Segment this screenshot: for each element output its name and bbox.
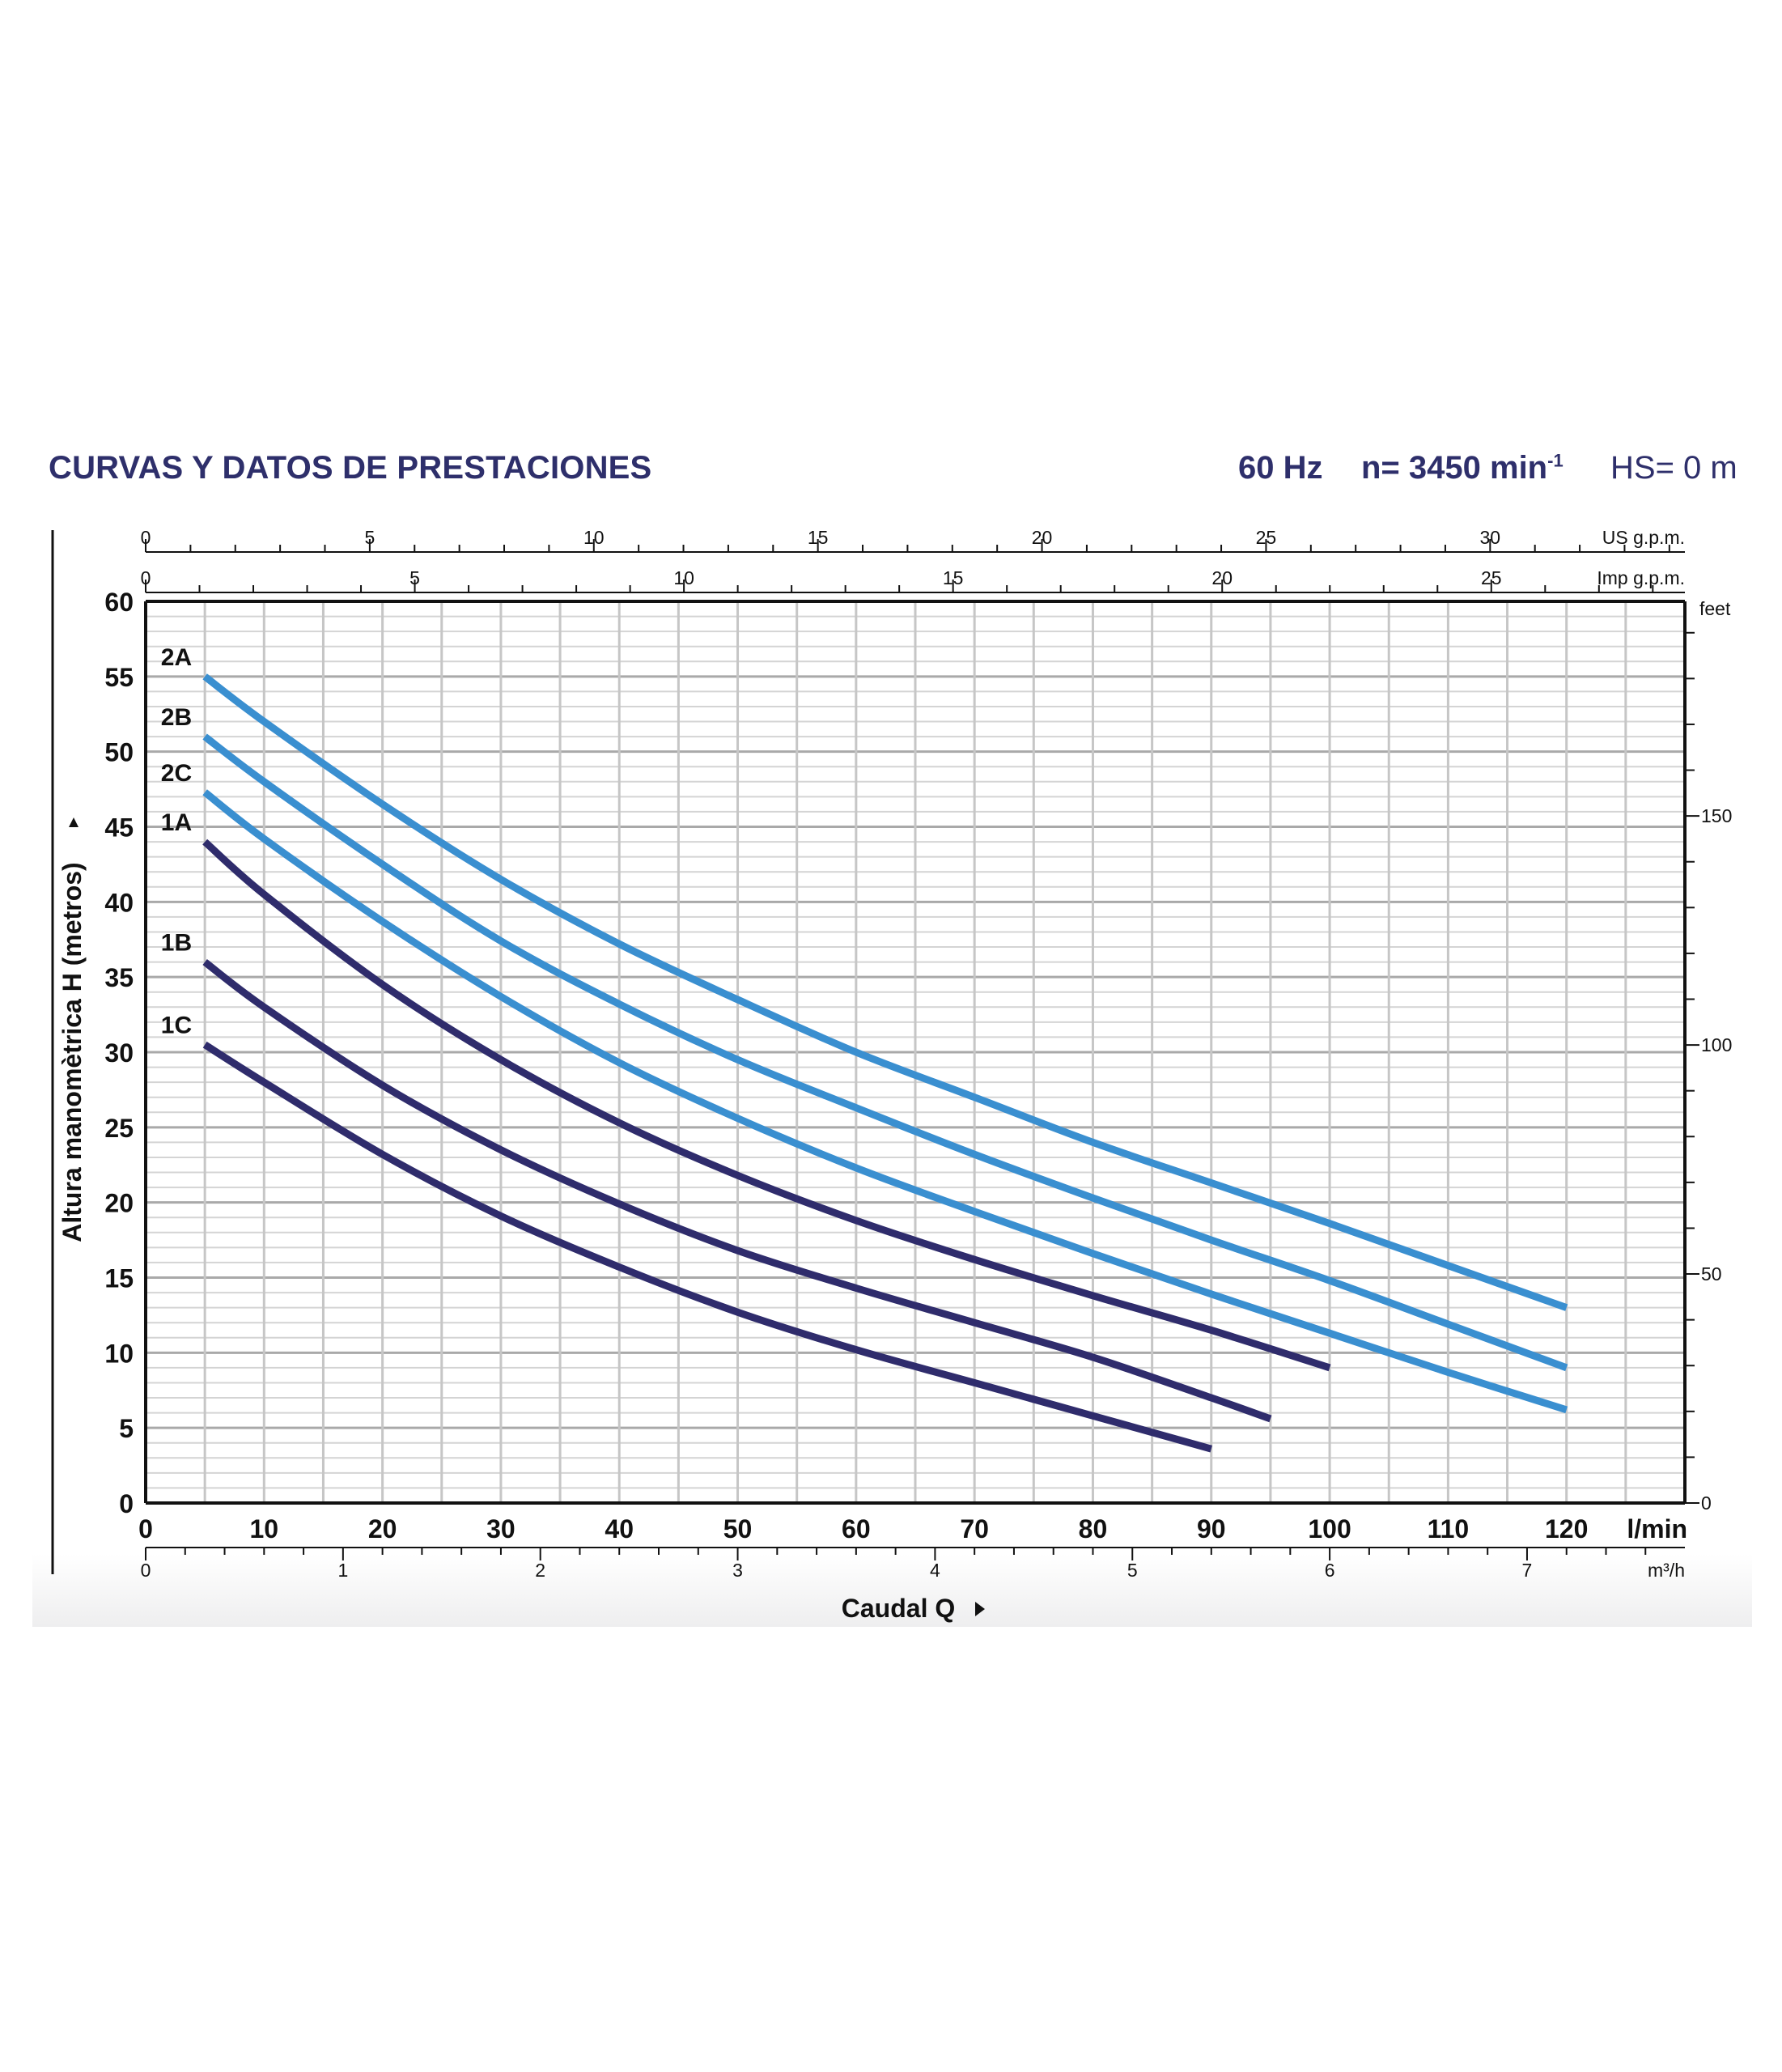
y-tick-label: 0: [119, 1489, 134, 1518]
us-gpm-tick-label: 5: [364, 527, 375, 548]
curve-1b: [202, 959, 1272, 1423]
y-tick-label: 40: [104, 888, 134, 917]
speed-value: n= 3450 min: [1361, 450, 1548, 486]
us-gpm-tick-label: 30: [1480, 527, 1501, 548]
y-tick-label: 15: [104, 1264, 134, 1293]
curve-label-1c: 1C: [161, 1013, 192, 1039]
m3h-unit-label: m³/h: [1648, 1560, 1685, 1581]
x-tick-label: 20: [368, 1514, 397, 1543]
y-axis-arrow-icon: [69, 817, 78, 827]
us-gpm-tick-label: 25: [1256, 527, 1277, 548]
x-tick-label: 60: [842, 1514, 871, 1543]
us-gpm-tick-label: 15: [808, 527, 829, 548]
hs-label: HS= 0 m: [1610, 450, 1737, 486]
x-tick-label: 30: [486, 1514, 516, 1543]
y-tick-label: 10: [104, 1339, 134, 1368]
curve-2a: [202, 673, 1568, 1311]
y-tick-label: 55: [104, 663, 134, 692]
m3h-tick-label: 0: [141, 1560, 151, 1581]
x-unit-label: l/min: [1627, 1514, 1687, 1543]
x-axis-arrow-icon: [975, 1602, 985, 1616]
y-tick-label: 50: [104, 738, 134, 767]
x-tick-label: 0: [138, 1514, 153, 1543]
x-axis-title: Caudal Q: [842, 1594, 955, 1623]
m3h-tick-label: 4: [930, 1560, 940, 1581]
m3h-tick-label: 1: [337, 1560, 348, 1581]
y-tick-label: 60: [104, 588, 134, 617]
imp-gpm-tick-label: 20: [1211, 567, 1233, 588]
y-tick-label: 35: [104, 963, 134, 992]
x-tick-label: 90: [1197, 1514, 1226, 1543]
us-gpm-tick-label: 0: [141, 527, 151, 548]
us-gpm-unit-label: US g.p.m.: [1602, 527, 1685, 548]
y-tick-label: 5: [119, 1414, 134, 1443]
curve-label-2c: 2C: [161, 760, 192, 787]
x-tick-label: 110: [1428, 1514, 1470, 1543]
imp-gpm-unit-label: Imp g.p.m.: [1597, 567, 1685, 588]
bottom-shadow-band: [32, 1554, 1752, 1627]
imp-gpm-tick-label: 15: [943, 567, 964, 588]
feet-tick-label: 100: [1701, 1034, 1732, 1055]
curve-2b: [202, 733, 1568, 1372]
feet-unit-label: feet: [1699, 598, 1731, 619]
speed-exponent: -1: [1547, 450, 1563, 471]
curve-1c: [202, 1041, 1212, 1453]
x-tick-label: 80: [1079, 1514, 1108, 1543]
feet-tick-label: 150: [1701, 805, 1732, 826]
imp-gpm-tick-label: 25: [1481, 567, 1502, 588]
chart-title: CURVAS Y DATOS DE PRESTACIONES: [49, 450, 652, 486]
curve-label-1a: 1A: [161, 809, 192, 836]
imp-gpm-tick-label: 0: [141, 567, 151, 588]
x-tick-label: 100: [1308, 1514, 1351, 1543]
y-tick-label: 45: [104, 813, 134, 843]
y-tick-label: 20: [104, 1189, 134, 1218]
curve-label-1b: 1B: [161, 930, 192, 957]
feet-tick-label: 50: [1701, 1263, 1722, 1284]
us-gpm-tick-label: 20: [1032, 527, 1053, 548]
y-tick-label: 30: [104, 1038, 134, 1068]
y-tick-label: 25: [104, 1114, 134, 1143]
curve-label-2a: 2A: [161, 644, 192, 671]
m3h-tick-label: 3: [732, 1560, 743, 1581]
x-tick-label: 10: [250, 1514, 279, 1543]
x-tick-label: 40: [605, 1514, 634, 1543]
m3h-tick-label: 7: [1522, 1560, 1533, 1581]
imp-gpm-tick-label: 10: [673, 567, 694, 588]
m3h-tick-label: 2: [535, 1560, 545, 1581]
us-gpm-tick-label: 10: [583, 527, 605, 548]
y-axis-title: Altura manomètrica H (metros): [57, 862, 87, 1242]
x-tick-label: 120: [1545, 1514, 1588, 1543]
curve-1a: [202, 839, 1331, 1372]
speed-label: n= 3450 min-1: [1361, 450, 1563, 486]
x-tick-label: 50: [723, 1514, 753, 1543]
imp-gpm-tick-label: 5: [409, 567, 420, 588]
x-tick-label: 70: [960, 1514, 989, 1543]
m3h-tick-label: 5: [1127, 1560, 1138, 1581]
frequency-label: 60 Hz: [1238, 450, 1323, 486]
curve-label-2b: 2B: [161, 704, 192, 731]
m3h-tick-label: 6: [1325, 1560, 1335, 1581]
feet-tick-label: 0: [1701, 1492, 1712, 1514]
curve-2c: [202, 789, 1568, 1414]
